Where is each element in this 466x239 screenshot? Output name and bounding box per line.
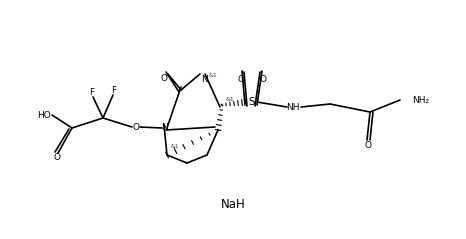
Text: O: O (160, 74, 167, 82)
Text: N: N (162, 124, 168, 132)
Text: F: F (89, 87, 95, 97)
Text: O: O (238, 75, 245, 83)
Text: NH₂: NH₂ (412, 96, 429, 104)
Text: NH: NH (286, 103, 300, 112)
Text: &1: &1 (226, 97, 234, 102)
Text: O: O (54, 153, 61, 163)
Text: O: O (260, 75, 267, 83)
Text: S: S (249, 97, 255, 107)
Text: &1: &1 (171, 145, 179, 150)
Text: O: O (364, 141, 371, 151)
Text: F: F (111, 86, 116, 94)
Text: HO: HO (37, 110, 51, 120)
Text: O: O (132, 123, 139, 131)
Text: N: N (201, 75, 207, 83)
Text: &1: &1 (209, 72, 217, 77)
Text: NaH: NaH (220, 199, 246, 212)
